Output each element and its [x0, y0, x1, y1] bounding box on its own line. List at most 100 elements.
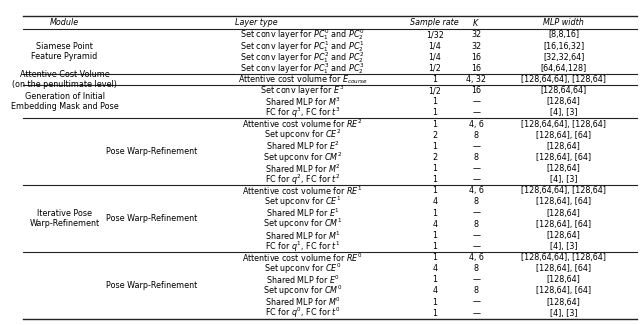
Text: Generation of Initial
Embedding Mask and Pose: Generation of Initial Embedding Mask and…	[11, 92, 118, 111]
Text: —: —	[472, 142, 480, 151]
Text: [128,64], [64]: [128,64], [64]	[536, 220, 591, 229]
Text: [128,64]: [128,64]	[547, 164, 580, 173]
Text: 1/4: 1/4	[428, 53, 441, 62]
Text: —: —	[472, 309, 480, 318]
Text: [4], [3]: [4], [3]	[550, 309, 577, 318]
Text: 1/4: 1/4	[428, 42, 441, 51]
Text: Set upconv for $CM^1$: Set upconv for $CM^1$	[263, 217, 342, 231]
Text: FC for $q^3$, FC for $t^3$: FC for $q^3$, FC for $t^3$	[265, 106, 340, 120]
Text: [128,64,64]: [128,64,64]	[541, 86, 587, 95]
Text: [128,64]: [128,64]	[547, 231, 580, 240]
Text: [128,64,64], [128,64]: [128,64,64], [128,64]	[521, 186, 606, 195]
Text: 8: 8	[474, 153, 479, 162]
Text: Shared MLP for $M^1$: Shared MLP for $M^1$	[265, 229, 340, 241]
Text: [128,64,64], [128,64]: [128,64,64], [128,64]	[521, 120, 606, 128]
Text: 1: 1	[432, 309, 437, 318]
Text: Shared MLP for $M^0$: Shared MLP for $M^0$	[265, 296, 340, 308]
Text: 1: 1	[432, 109, 437, 117]
Text: 4, 32: 4, 32	[466, 75, 486, 84]
Text: [128,64]: [128,64]	[547, 298, 580, 306]
Text: [64,64,128]: [64,64,128]	[541, 64, 587, 73]
Text: Set conv layer for $PC_1^1$ and $PC_2^1$: Set conv layer for $PC_1^1$ and $PC_2^1$	[240, 39, 365, 54]
Text: MLP width: MLP width	[543, 18, 584, 27]
Text: 4, 6: 4, 6	[468, 253, 484, 262]
Text: [128,64]: [128,64]	[547, 275, 580, 284]
Text: Set conv layer for $E^3$: Set conv layer for $E^3$	[260, 84, 345, 98]
Text: —: —	[472, 298, 480, 306]
Text: 1: 1	[432, 75, 437, 84]
Text: Pose Warp-Refinement: Pose Warp-Refinement	[106, 214, 198, 223]
Text: 1: 1	[432, 142, 437, 151]
Text: 4: 4	[432, 286, 437, 295]
Text: 2: 2	[432, 153, 437, 162]
Text: —: —	[472, 209, 480, 217]
Text: 32: 32	[471, 31, 481, 39]
Text: —: —	[472, 275, 480, 284]
Text: 1: 1	[432, 275, 437, 284]
Text: Set conv layer for $PC_1^0$ and $PC_2^0$: Set conv layer for $PC_1^0$ and $PC_2^0$	[240, 28, 365, 43]
Text: FC for $q^2$, FC for $t^2$: FC for $q^2$, FC for $t^2$	[265, 173, 340, 187]
Text: 8: 8	[474, 264, 479, 273]
Text: Attentive cost volume for $RE^1$: Attentive cost volume for $RE^1$	[243, 185, 363, 197]
Text: 1: 1	[432, 120, 437, 128]
Text: 16: 16	[471, 53, 481, 62]
Text: 8: 8	[474, 286, 479, 295]
Text: —: —	[472, 242, 480, 251]
Text: 1/2: 1/2	[428, 86, 441, 95]
Text: $K$: $K$	[472, 17, 480, 28]
Text: Set conv layer for $PC_1^2$ and $PC_2^2$: Set conv layer for $PC_1^2$ and $PC_2^2$	[240, 50, 365, 65]
Text: [4], [3]: [4], [3]	[550, 109, 577, 117]
Text: Attentive cost volume for $RE^0$: Attentive cost volume for $RE^0$	[243, 251, 363, 264]
Text: [128,64], [64]: [128,64], [64]	[536, 264, 591, 273]
Text: Pose Warp-Refinement: Pose Warp-Refinement	[106, 147, 198, 156]
Text: 8: 8	[474, 220, 479, 229]
Text: Module: Module	[50, 18, 79, 27]
Text: —: —	[472, 109, 480, 117]
Text: [32,32,64]: [32,32,64]	[543, 53, 584, 62]
Text: 1/32: 1/32	[426, 31, 444, 39]
Text: Shared MLP for $E^0$: Shared MLP for $E^0$	[266, 274, 340, 286]
Text: FC for $q^1$, FC for $t^1$: FC for $q^1$, FC for $t^1$	[265, 239, 340, 254]
Text: —: —	[472, 175, 480, 184]
Text: 32: 32	[471, 42, 481, 51]
Text: 4: 4	[432, 220, 437, 229]
Text: 16: 16	[471, 86, 481, 95]
Text: [128,64], [64]: [128,64], [64]	[536, 131, 591, 140]
Text: 1: 1	[432, 209, 437, 217]
Text: 1: 1	[432, 231, 437, 240]
Text: Set upconv for $CM^0$: Set upconv for $CM^0$	[263, 284, 342, 298]
Text: Sample rate: Sample rate	[410, 18, 459, 27]
Text: Shared MLP for $E^2$: Shared MLP for $E^2$	[266, 140, 340, 152]
Text: [128,64]: [128,64]	[547, 97, 580, 106]
Text: 1: 1	[432, 164, 437, 173]
Text: 8: 8	[474, 131, 479, 140]
Text: [16,16,32]: [16,16,32]	[543, 42, 584, 51]
Text: 1: 1	[432, 253, 437, 262]
Text: [128,64]: [128,64]	[547, 209, 580, 217]
Text: 1: 1	[432, 186, 437, 195]
Text: 1: 1	[432, 298, 437, 306]
Text: Iterative Pose
Warp-Refinement: Iterative Pose Warp-Refinement	[29, 209, 100, 228]
Text: [128,64], [64]: [128,64], [64]	[536, 153, 591, 162]
Text: Attentive cost volume for $RE^2$: Attentive cost volume for $RE^2$	[243, 118, 363, 130]
Text: 1: 1	[432, 175, 437, 184]
Text: Shared MLP for $E^1$: Shared MLP for $E^1$	[266, 207, 340, 219]
Text: Set conv layer for $PC_1^3$ and $PC_2^3$: Set conv layer for $PC_1^3$ and $PC_2^3$	[240, 61, 365, 76]
Text: 1: 1	[432, 97, 437, 106]
Text: [4], [3]: [4], [3]	[550, 175, 577, 184]
Text: [128,64]: [128,64]	[547, 142, 580, 151]
Text: [128,64,64], [128,64]: [128,64,64], [128,64]	[521, 253, 606, 262]
Text: Attentive Cost Volume
(on the penultimate level): Attentive Cost Volume (on the penultimat…	[12, 70, 117, 89]
Text: 4, 6: 4, 6	[468, 120, 484, 128]
Text: —: —	[472, 164, 480, 173]
Text: Set upconv for $CE^1$: Set upconv for $CE^1$	[264, 195, 341, 209]
Text: [128,64,64], [128,64]: [128,64,64], [128,64]	[521, 75, 606, 84]
Text: 1: 1	[432, 242, 437, 251]
Text: [128,64], [64]: [128,64], [64]	[536, 286, 591, 295]
Text: 4, 6: 4, 6	[468, 186, 484, 195]
Text: 1/2: 1/2	[428, 64, 441, 73]
Text: Set upconv for $CE^0$: Set upconv for $CE^0$	[264, 262, 341, 276]
Text: [4], [3]: [4], [3]	[550, 242, 577, 251]
Text: Layer type: Layer type	[236, 18, 278, 27]
Text: [128,64], [64]: [128,64], [64]	[536, 197, 591, 206]
